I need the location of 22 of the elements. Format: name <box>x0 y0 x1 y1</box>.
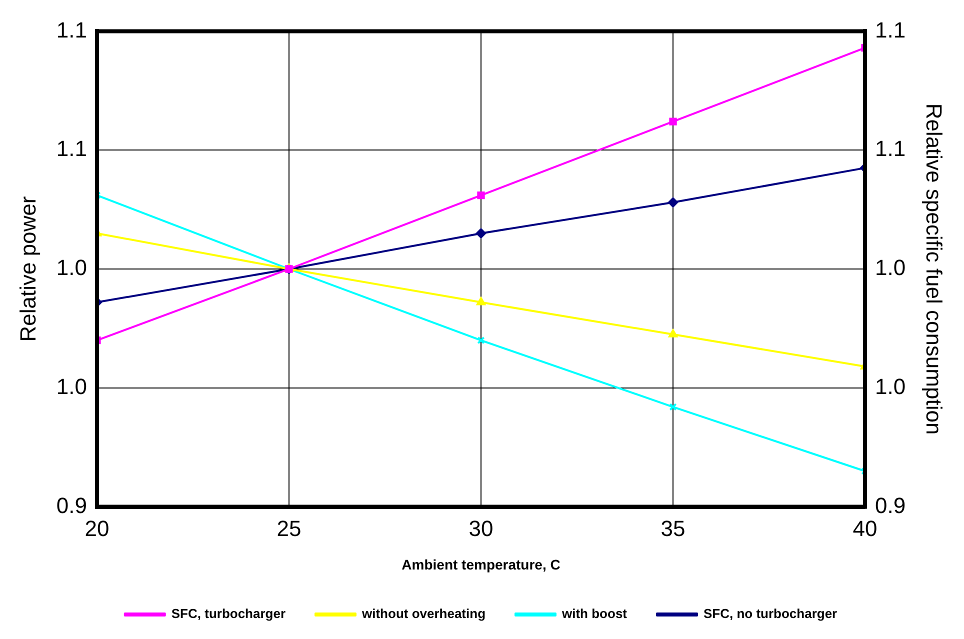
y-tick-label: 1.0 <box>56 374 87 399</box>
legend-label: without overheating <box>361 606 486 622</box>
y2-tick-label: 1.0 <box>875 374 906 399</box>
y2-axis-title: Relative specific fuel consumption <box>922 103 947 435</box>
x-tick-label: 40 <box>852 516 878 542</box>
y2-tick-label: 1.0 <box>875 255 906 280</box>
y-tick-label: 1.1 <box>56 136 87 162</box>
legend-label: with boost <box>561 606 628 622</box>
x-axis-title: Ambient temperature, C <box>402 556 560 572</box>
y-tick-label: 1.0 <box>56 255 87 280</box>
x-tick-label: 25 <box>276 516 302 542</box>
legend-label: SFC, turbocharger <box>171 606 286 622</box>
y-tick-label: 1.1 <box>56 17 87 42</box>
y2-tick-label: 0.9 <box>875 492 906 518</box>
y-axis-title: Relative power <box>15 196 40 342</box>
legend-label: SFC, no turbocharger <box>703 606 838 622</box>
x-tick-label: 20 <box>84 516 110 542</box>
y-tick-label: 0.9 <box>56 492 87 518</box>
x-tick-label: 35 <box>660 516 686 542</box>
x-tick-label: 30 <box>468 516 494 542</box>
y2-tick-label: 1.1 <box>875 136 906 162</box>
y2-tick-label: 1.1 <box>875 17 906 42</box>
